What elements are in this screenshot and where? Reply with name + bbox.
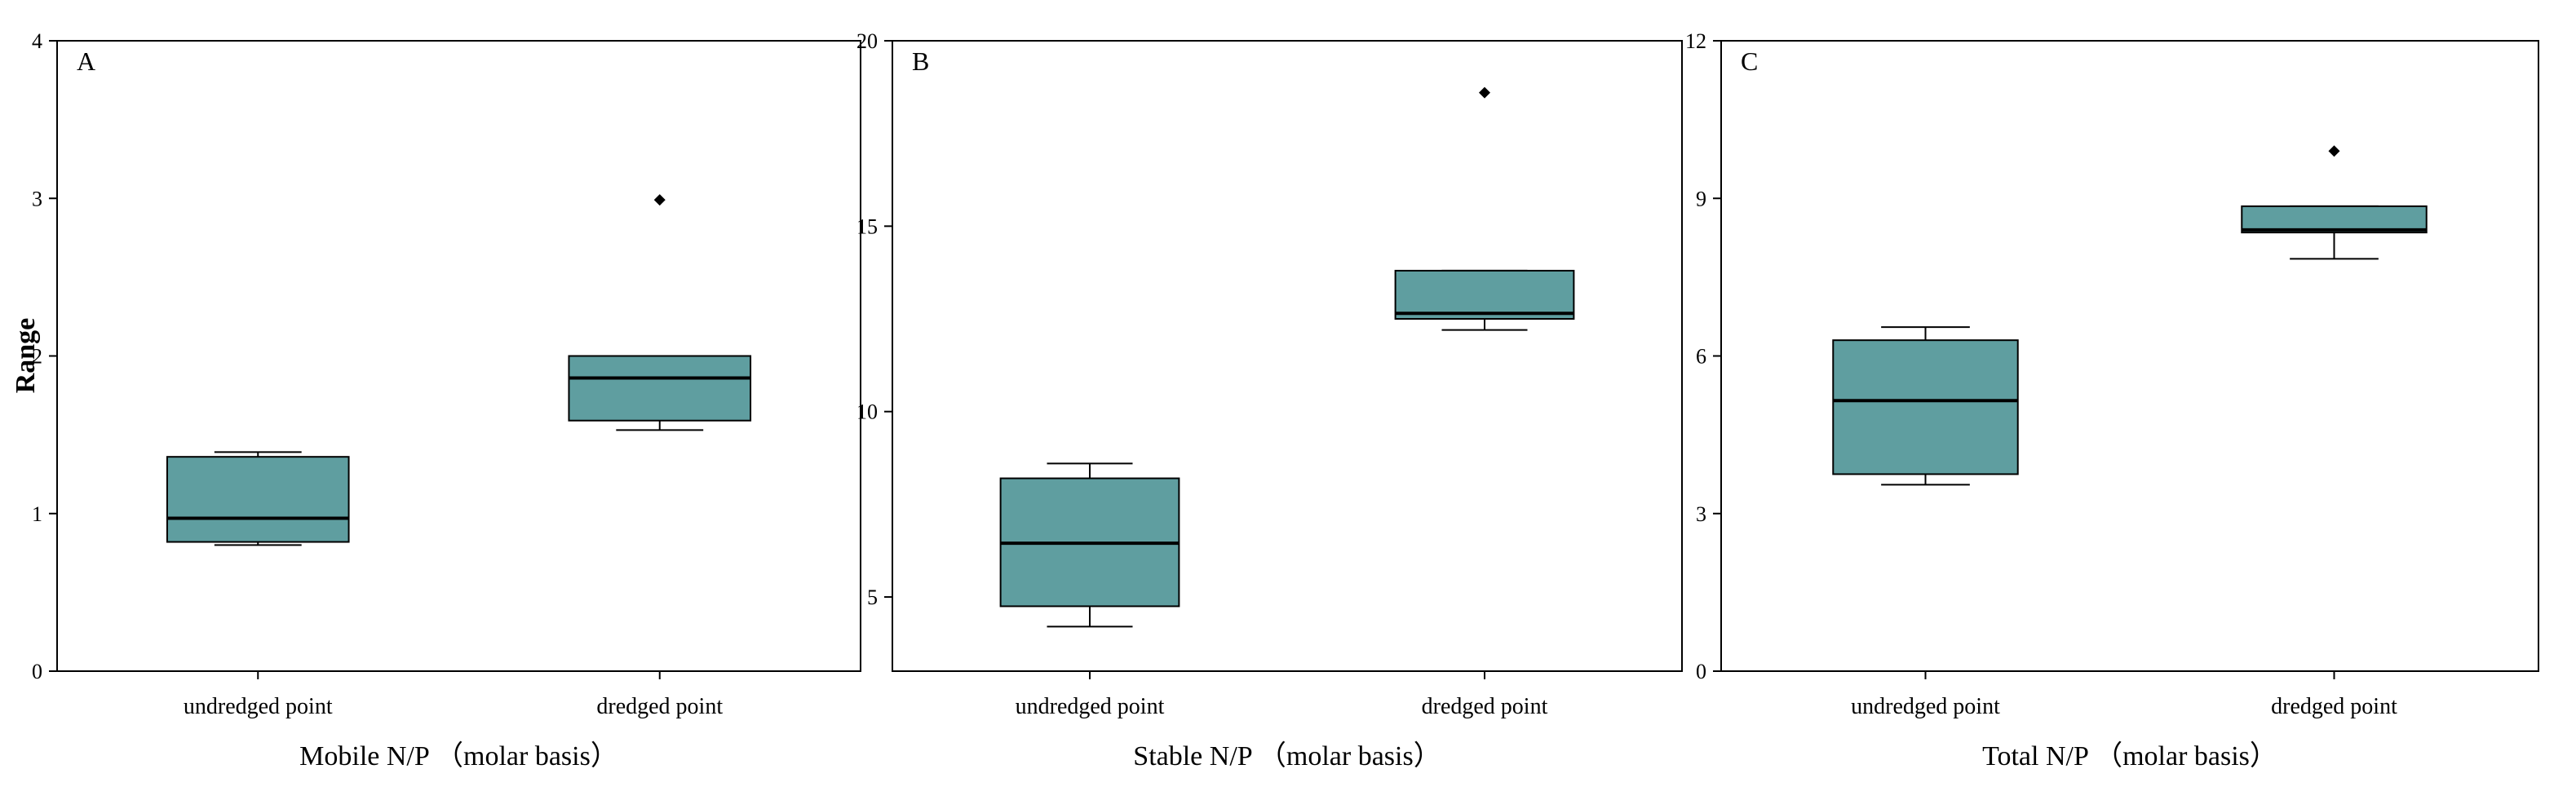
outlier-point [1479,86,1490,99]
iqr-box [2241,205,2428,234]
x-category-label: dredged point [596,694,723,719]
box-undredged-point [166,451,350,546]
iqr-box [166,456,350,543]
box-dredged-point [1394,86,1575,331]
y-tick-label: 0 [32,660,42,683]
y-tick-label: 9 [1696,187,1706,210]
x-axis-title: Mobile N/P （molar basis） [299,740,618,771]
y-tick-label: 3 [32,187,42,210]
box-dredged-point [568,194,752,431]
y-axis-title: Range [11,318,41,394]
x-axis-title: Stable N/P （molar basis） [1133,740,1441,771]
panel-letter: C [1741,46,1758,76]
x-category-label: dredged point [1422,694,1548,719]
y-tick-label: 1 [32,502,42,526]
y-tick-label: 12 [1685,29,1706,53]
x-category-label: dredged point [2271,694,2397,719]
y-tick-label: 15 [856,214,878,238]
y-tick-label: 10 [856,400,878,424]
y-tick-label: 3 [1696,502,1706,526]
panel-letter: B [912,46,929,76]
y-tick-label: 0 [1696,660,1706,683]
x-axis-title: Total N/P （molar basis） [1982,740,2277,771]
outlier-point [2328,145,2340,157]
y-tick-label: 20 [856,29,878,53]
y-tick-label: 5 [867,586,878,609]
outlier-point [653,194,666,206]
plot-frame [892,40,1683,672]
x-category-label: undredged point [1016,694,1165,719]
iqr-box [1394,269,1575,320]
x-category-label: undredged point [1851,694,2000,719]
iqr-box [1832,339,2019,475]
y-tick-label: 2 [32,345,42,369]
y-tick-label: 6 [1696,345,1706,369]
box-undredged-point [1832,326,2019,486]
iqr-box [568,355,752,422]
x-category-label: undredged point [184,694,333,719]
panel-letter: A [77,46,95,76]
box-undredged-point [999,462,1180,628]
box-dredged-point [2241,145,2428,260]
y-tick-label: 4 [32,29,42,53]
